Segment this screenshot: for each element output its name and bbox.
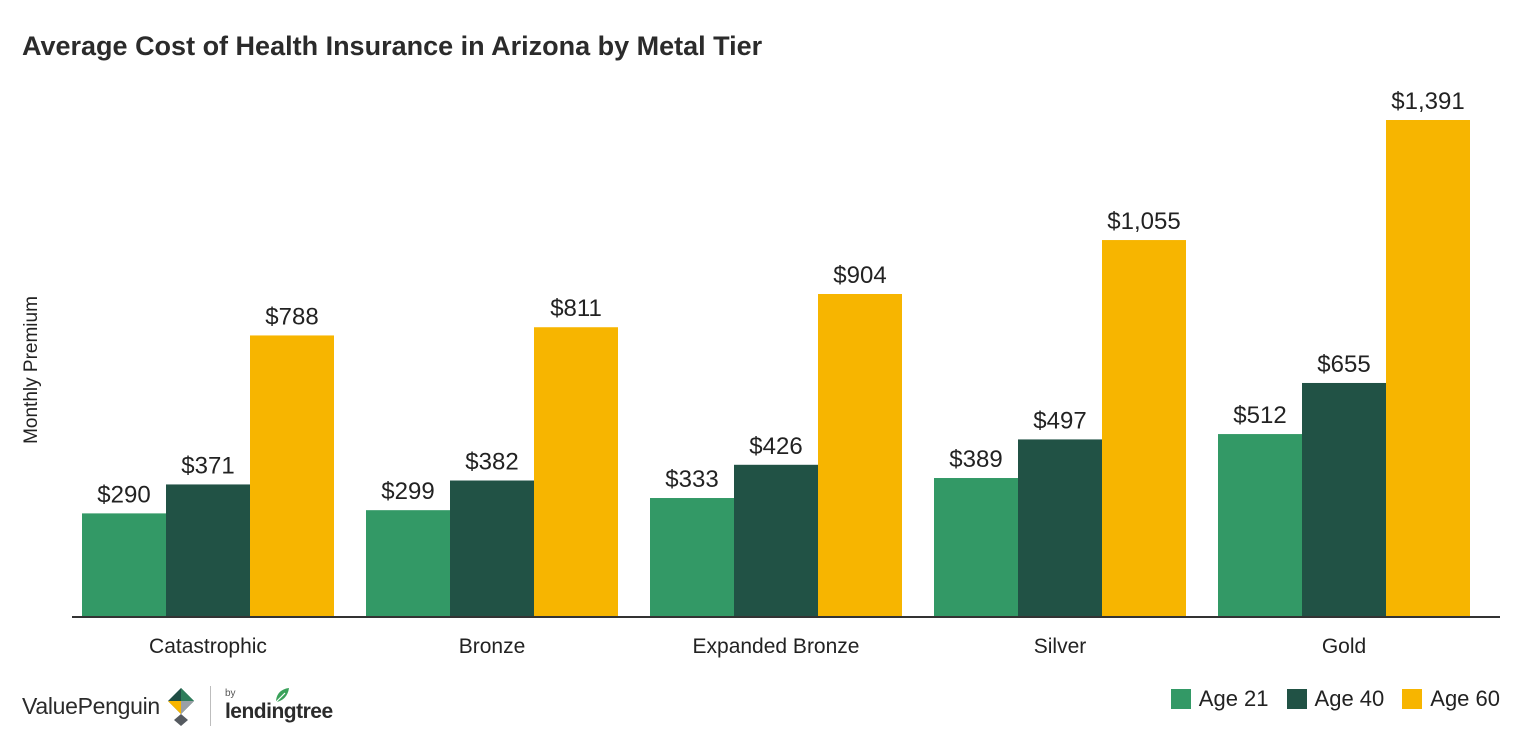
bar-bronze-age-60 bbox=[534, 327, 618, 617]
legend-swatch-age-21 bbox=[1170, 689, 1191, 709]
valuepenguin-logo-icon bbox=[167, 688, 194, 726]
by-label: by bbox=[224, 688, 236, 699]
data-label: $426 bbox=[749, 433, 802, 460]
legend-item-age-21: Age 21 bbox=[1170, 686, 1269, 712]
bar-expanded-bronze-age-21 bbox=[650, 498, 734, 617]
legend-label: Age 60 bbox=[1430, 686, 1500, 711]
data-label: $497 bbox=[1033, 407, 1086, 434]
data-label: $371 bbox=[181, 452, 234, 479]
legend-swatch-age-60 bbox=[1402, 689, 1423, 709]
chart-title: Average Cost of Health Insurance in Ariz… bbox=[22, 31, 763, 61]
lendingtree-leaf-icon bbox=[275, 688, 289, 703]
bar-bronze-age-40 bbox=[450, 480, 534, 617]
bar-chart: $290 $371 $788 $299 $382 $811 $333 $426 $904 $389… bbox=[21, 88, 1500, 658]
value-labels-layer: $290 $371 $788 $299 $382 $811 $333 $426 $904 $389… bbox=[97, 88, 1464, 508]
data-label: $299 bbox=[381, 478, 434, 505]
data-label: $290 bbox=[97, 481, 150, 508]
bar-catastrophic-age-21 bbox=[82, 513, 166, 617]
data-label: $389 bbox=[949, 446, 1002, 473]
bar-gold-age-21 bbox=[1218, 434, 1302, 617]
data-label: $1,055 bbox=[1107, 208, 1180, 235]
legend-label: Age 40 bbox=[1314, 686, 1385, 711]
x-tick-labels-layer: Catastrophic Bronze Expanded Bronze Silver G… bbox=[149, 635, 1366, 658]
legend-item-age-60: Age 60 bbox=[1402, 686, 1500, 712]
bar-bronze-age-21 bbox=[366, 510, 450, 617]
partner-name: lendingtree bbox=[224, 700, 333, 723]
brand-name: ValuePenguin bbox=[22, 692, 160, 719]
brand-logo: ValuePenguin by lendingtree bbox=[22, 686, 345, 726]
y-axis-label: Monthly Premium bbox=[21, 296, 42, 444]
legend-item-age-40: Age 40 bbox=[1286, 686, 1385, 712]
data-label: $512 bbox=[1233, 402, 1286, 429]
bar-catastrophic-age-60 bbox=[250, 335, 334, 617]
bar-gold-age-40 bbox=[1302, 382, 1386, 617]
bar-gold-age-60 bbox=[1386, 120, 1470, 617]
bar-catastrophic-age-40 bbox=[166, 484, 250, 617]
data-label: $904 bbox=[833, 262, 886, 289]
legend-label: Age 21 bbox=[1198, 686, 1269, 711]
data-label: $333 bbox=[665, 466, 718, 493]
bars-layer bbox=[82, 120, 1470, 617]
x-tick-label: Catastrophic bbox=[149, 635, 267, 658]
x-tick-label: Silver bbox=[1034, 635, 1087, 658]
partner-logo: by lendingtree bbox=[225, 686, 345, 726]
data-label: $788 bbox=[265, 303, 318, 330]
x-tick-label: Gold bbox=[1322, 635, 1366, 658]
data-label: $655 bbox=[1317, 351, 1370, 378]
bar-silver-age-21 bbox=[934, 478, 1018, 617]
bar-silver-age-60 bbox=[1102, 240, 1186, 617]
data-label: $1,391 bbox=[1391, 88, 1464, 115]
data-label: $811 bbox=[550, 295, 602, 322]
bar-silver-age-40 bbox=[1018, 439, 1102, 617]
x-tick-label: Expanded Bronze bbox=[693, 635, 860, 658]
bar-expanded-bronze-age-40 bbox=[734, 464, 818, 617]
x-tick-label: Bronze bbox=[459, 635, 526, 658]
data-label: $382 bbox=[465, 449, 518, 476]
legend-swatch-age-40 bbox=[1286, 689, 1307, 709]
legend: Age 21 Age 40 Age 60 bbox=[1153, 684, 1500, 714]
brand-divider bbox=[209, 686, 211, 726]
bar-expanded-bronze-age-60 bbox=[818, 294, 902, 617]
footer: ValuePenguin by lendingtree Age 21 Age 4… bbox=[0, 670, 1520, 740]
